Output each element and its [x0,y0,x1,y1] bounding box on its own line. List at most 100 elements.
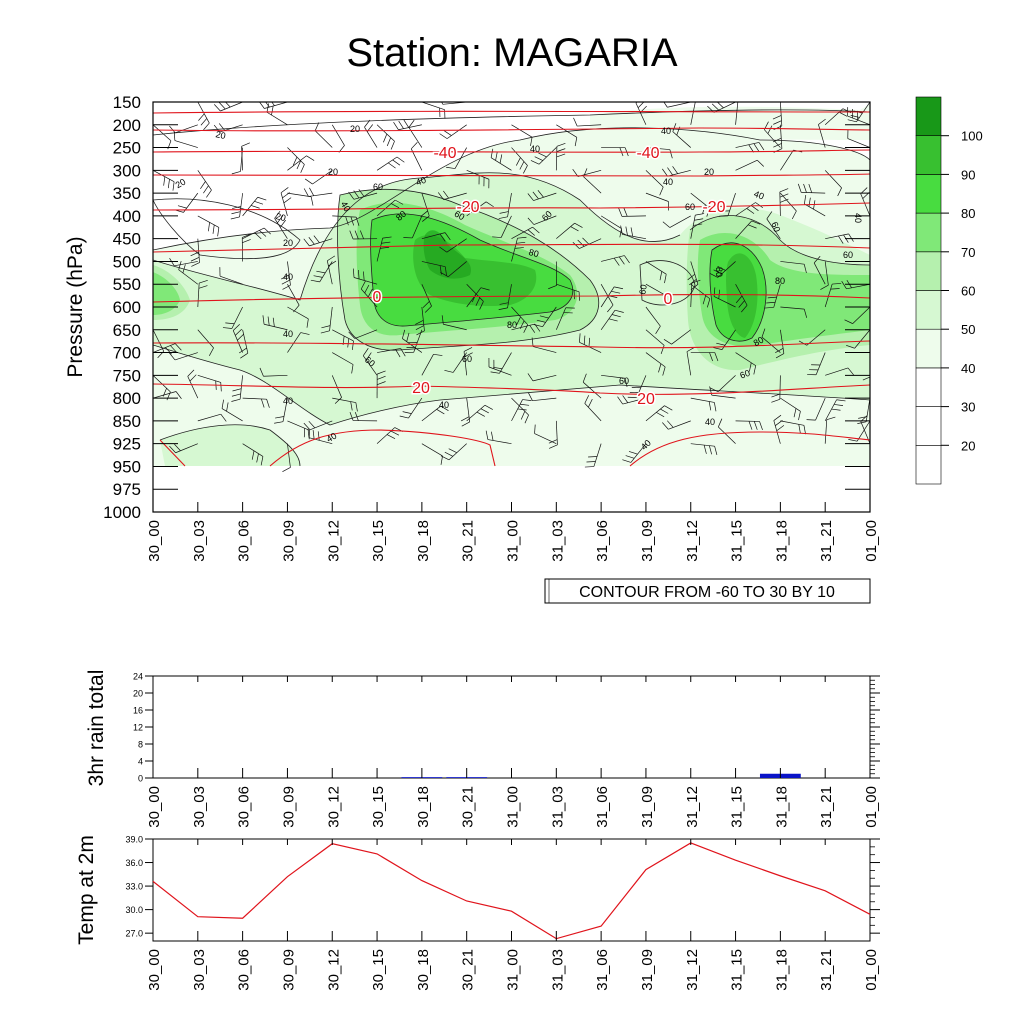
colorbar-label: 80 [961,206,975,221]
wind-barb-flag [749,362,752,372]
wind-barb [308,192,333,197]
wind-barb-flag [548,285,557,290]
wind-barb-flag [664,405,673,411]
wind-barb [555,420,558,445]
wind-barb-flag [281,274,290,280]
wind-barb [308,437,333,445]
temp-contour-10 [153,340,870,349]
wind-barb-flag [308,420,316,429]
wind-barb-flag [422,215,430,222]
wind-barb [686,351,692,376]
wind-barb [421,443,443,457]
wind-barb-flag [408,119,415,128]
wind-barb [511,226,533,239]
wind-barb [727,192,736,216]
x-tick-label: 31_15 [729,949,746,991]
wind-barb [221,408,243,422]
rh-label-40: 40 [339,200,353,214]
wind-barb-flag [225,102,231,108]
wind-barb [824,108,844,126]
colorbar-label: 30 [961,400,975,415]
wind-barb-flag [250,205,260,209]
wind-barb-flag [377,370,386,375]
wind-barb [421,284,432,307]
wind-barb-flag [280,187,289,194]
wind-barb-flag [515,157,521,166]
wind-barb [331,124,345,146]
wind-barb-flag [757,159,765,167]
rain-y-tick-label: 12 [133,723,143,733]
wind-barb-flag [254,201,264,205]
wind-barb-flag [266,103,269,113]
wind-barb [219,275,243,285]
wind-barb [645,147,670,150]
wind-barb [197,374,221,383]
wind-barb-flag [556,143,566,147]
colorbar-label: 60 [961,284,975,299]
wind-barb-flag [402,411,412,414]
wind-barb-flag [460,416,470,422]
wind-barb-flag [281,279,290,285]
rh-label-60: 60 [637,284,649,296]
wind-barb-flag [772,115,782,120]
wind-barb-flag [173,131,176,141]
wind-barb-flag [313,235,320,243]
wind-barb-flag [232,206,241,209]
x-tick-label: 31_12 [684,786,701,828]
wind-barb-flag [714,352,719,362]
wind-barb [408,397,423,419]
wind-barb-flag [663,102,668,108]
temp-label-20-a: 20 [412,380,430,397]
wind-barb-flag [231,171,241,175]
rh-label-60: 60 [843,250,853,260]
wind-barb [690,215,696,239]
x-tick-label: 31_09 [639,520,656,562]
wind-barb-flag [190,257,200,262]
wind-barb-flag [617,396,623,405]
wind-barb [421,232,446,240]
wind-barb [413,329,423,353]
wind-barb-flag [741,305,748,313]
wind-barb-flag [894,260,898,268]
wind-barb-flag [529,325,536,333]
wind-barb [717,375,736,393]
wind-barb-flag [672,166,679,174]
wind-barb [287,284,300,306]
x-tick-label: 30_03 [191,520,208,562]
wind-barb-flag [834,404,844,406]
wind-barb-flag [570,226,579,232]
wind-barb [266,111,288,126]
wind-barb-flag [584,395,590,404]
wind-barb-flag [831,408,841,411]
x-tick-label: 31_15 [729,786,746,828]
wind-barb-flag [365,352,372,361]
wind-barb-flag [748,224,757,229]
wind-barb [153,329,165,352]
wind-barb [579,238,602,249]
wind-barb-flag [658,363,662,373]
wind-barb [622,397,647,405]
x-tick-label: 31_03 [549,949,566,991]
wind-barb [824,399,837,422]
wind-barb [735,102,739,125]
wind-barb-flag [200,181,206,189]
wind-barb [507,193,512,217]
wind-barb-flag [625,455,635,459]
temp-y-tick-label: 27.0 [125,929,143,939]
wind-barb [532,346,557,353]
wind-barb-flag [549,444,558,449]
wind-barb [600,310,616,330]
wind-barb-flag [394,199,404,205]
colorbar-label: 100 [961,129,983,144]
wind-barb-flag [169,352,176,361]
wind-barb-flag [667,167,673,176]
wind-barb-flag [694,218,704,221]
wind-barb [376,238,383,262]
wind-barb-flag [410,141,418,150]
wind-barb-flag [390,430,400,436]
wind-barb-flag [665,295,668,305]
wind-barb [242,443,264,457]
wind-barb [779,191,781,216]
wind-barb-flag [314,122,320,131]
